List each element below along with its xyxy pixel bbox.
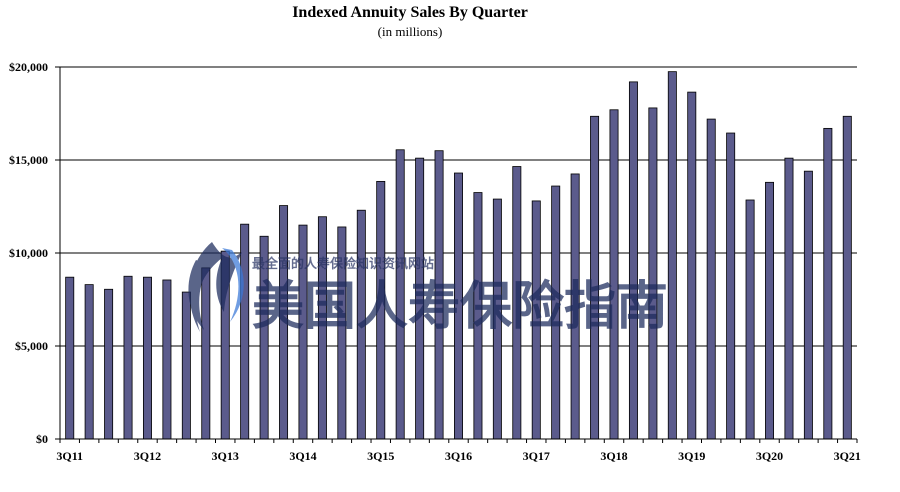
- x-tick-label: 3Q18: [600, 449, 627, 463]
- bar-1Q19: [648, 107, 658, 440]
- y-tick-label: $20,000: [9, 60, 48, 74]
- bar-2Q21: [823, 127, 833, 440]
- x-tick-label: 3Q20: [756, 449, 783, 463]
- y-axis-labels: $0 $5,000 $10,000 $15,000 $20,000: [9, 60, 48, 446]
- bar-2Q19: [667, 71, 677, 440]
- bar-3Q19: [687, 91, 697, 440]
- y-tick-label: $0: [36, 432, 48, 446]
- x-tick-label: 3Q14: [289, 449, 316, 463]
- y-tick-label: $15,000: [9, 153, 48, 167]
- bar-2Q13: [201, 267, 211, 440]
- bar-4Q12: [162, 279, 172, 440]
- x-axis-labels: 3Q11 3Q12 3Q13 3Q14 3Q15 3Q16 3Q17 3Q18 3Q19 3Q20…: [56, 449, 861, 463]
- axes: [55, 66, 858, 443]
- watermark-subtext: 最全面的人寿保险知识资讯网站: [252, 256, 434, 272]
- x-tick-label: 3Q12: [134, 449, 161, 463]
- bar-3Q11: [65, 276, 75, 440]
- chart-subtitle: (in millions): [377, 24, 443, 39]
- y-tick-label: $5,000: [15, 339, 48, 353]
- x-tick-label: 3Q17: [523, 449, 550, 463]
- bar-2Q20: [745, 199, 755, 440]
- bar-3Q21: [842, 115, 852, 440]
- x-tick-label: 3Q21: [834, 449, 861, 463]
- x-tick-label: 3Q16: [445, 449, 472, 463]
- bar-1Q12: [104, 288, 114, 440]
- bar-4Q19: [706, 118, 716, 440]
- bar-3Q12: [142, 276, 152, 440]
- bar-4Q18: [628, 81, 638, 440]
- bar-3Q20: [765, 181, 775, 440]
- bar-4Q13: [240, 223, 250, 440]
- y-tick-label: $10,000: [9, 246, 48, 260]
- bar-series: [65, 71, 852, 440]
- bar-4Q11: [84, 284, 94, 440]
- x-tick-label: 3Q13: [212, 449, 239, 463]
- flame-logo-icon: [188, 242, 244, 332]
- x-tick-label: 3Q11: [56, 449, 83, 463]
- bar-1Q13: [181, 291, 191, 440]
- watermark: 最全面的人寿保险知识资讯网站 美国人寿保险指南: [188, 242, 668, 337]
- x-tick-label: 3Q15: [367, 449, 394, 463]
- chart-title: Indexed Annuity Sales By Quarter: [292, 4, 528, 21]
- watermark-text: 美国人寿保险指南: [252, 277, 668, 337]
- bar-1Q20: [726, 132, 736, 440]
- x-tick-label: 3Q19: [678, 449, 705, 463]
- bar-4Q20: [784, 157, 794, 440]
- bar-1Q21: [803, 170, 813, 440]
- bar-3Q18: [609, 109, 619, 440]
- bar-2Q12: [123, 275, 133, 440]
